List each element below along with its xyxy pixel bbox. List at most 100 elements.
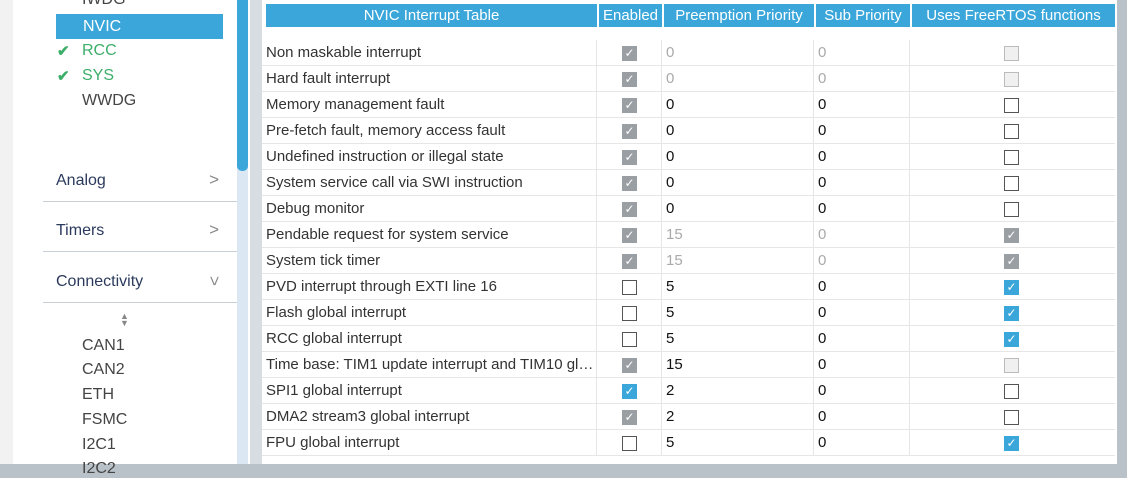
freertos-checkbox[interactable]: ✓ xyxy=(1004,228,1019,243)
freertos-checkbox[interactable]: ✓ xyxy=(1004,280,1019,295)
sub-priority[interactable]: 0 xyxy=(814,66,910,92)
sub-priority[interactable]: 0 xyxy=(814,170,910,196)
enabled-checkbox[interactable]: ✓ xyxy=(622,254,637,269)
sub-priority[interactable]: 0 xyxy=(814,118,910,144)
table-row[interactable]: SPI1 global interrupt ✓ 2 0 xyxy=(262,378,1115,404)
enabled-checkbox[interactable] xyxy=(622,332,637,347)
freertos-checkbox[interactable]: ✓ xyxy=(1004,332,1019,347)
category-timers[interactable]: Timers > xyxy=(43,220,237,252)
enabled-checkbox[interactable]: ✓ xyxy=(622,72,637,87)
header-sub-priority[interactable]: Sub Priority xyxy=(816,4,910,27)
table-row[interactable]: Time base: TIM1 update interrupt and TIM… xyxy=(262,352,1115,378)
freertos-checkbox[interactable] xyxy=(1004,202,1019,217)
header-interrupt[interactable]: NVIC Interrupt Table xyxy=(266,4,597,27)
preemption-priority[interactable]: 0 xyxy=(662,144,814,170)
sub-priority[interactable]: 0 xyxy=(814,300,910,326)
sidebar-scrollbar[interactable] xyxy=(237,0,248,464)
ip-item-rcc[interactable]: RCC xyxy=(82,42,117,59)
ip-item-can1[interactable]: CAN1 xyxy=(82,337,125,354)
enabled-checkbox[interactable]: ✓ xyxy=(622,202,637,217)
table-row[interactable]: Undefined instruction or illegal state ✓… xyxy=(262,144,1115,170)
table-row[interactable]: DMA2 stream3 global interrupt ✓ 2 0 xyxy=(262,404,1115,430)
preemption-priority[interactable]: 15 xyxy=(662,248,814,274)
sub-priority[interactable]: 0 xyxy=(814,326,910,352)
preemption-priority[interactable]: 15 xyxy=(662,352,814,378)
enabled-checkbox[interactable] xyxy=(622,436,637,451)
freertos-checkbox[interactable] xyxy=(1004,384,1019,399)
ip-item-iwdg[interactable]: IWDG xyxy=(82,0,126,9)
table-row[interactable]: System tick timer ✓ 15 0 ✓ xyxy=(262,248,1115,274)
sub-priority[interactable]: 0 xyxy=(814,274,910,300)
sub-priority[interactable]: 0 xyxy=(814,404,910,430)
header-freertos[interactable]: Uses FreeRTOS functions xyxy=(912,4,1115,27)
preemption-priority[interactable]: 0 xyxy=(662,170,814,196)
table-row[interactable]: FPU global interrupt 5 0 ✓ xyxy=(262,430,1115,456)
enabled-checkbox[interactable] xyxy=(622,280,637,295)
enabled-checkbox[interactable]: ✓ xyxy=(622,228,637,243)
scrollbar-thumb[interactable] xyxy=(237,0,248,171)
table-row[interactable]: Memory management fault ✓ 0 0 xyxy=(262,92,1115,118)
table-row[interactable]: PVD interrupt through EXTI line 16 5 0 ✓ xyxy=(262,274,1115,300)
enabled-checkbox[interactable]: ✓ xyxy=(622,358,637,373)
sub-priority[interactable]: 0 xyxy=(814,222,910,248)
header-preemption[interactable]: Preemption Priority xyxy=(664,4,814,27)
preemption-priority[interactable]: 5 xyxy=(662,274,814,300)
enabled-checkbox[interactable] xyxy=(622,306,637,321)
table-row[interactable]: Debug monitor ✓ 0 0 xyxy=(262,196,1115,222)
splitter[interactable] xyxy=(250,0,262,464)
freertos-checkbox[interactable] xyxy=(1004,72,1019,87)
freertos-checkbox[interactable] xyxy=(1004,150,1019,165)
ip-item-wwdg[interactable]: WWDG xyxy=(82,92,137,109)
preemption-priority[interactable]: 0 xyxy=(662,196,814,222)
freertos-checkbox[interactable] xyxy=(1004,124,1019,139)
table-row[interactable]: System service call via SWI instruction … xyxy=(262,170,1115,196)
sub-priority[interactable]: 0 xyxy=(814,92,910,118)
enabled-checkbox[interactable]: ✓ xyxy=(622,98,637,113)
preemption-priority[interactable]: 2 xyxy=(662,378,814,404)
freertos-checkbox[interactable] xyxy=(1004,410,1019,425)
freertos-checkbox[interactable]: ✓ xyxy=(1004,436,1019,451)
freertos-checkbox[interactable] xyxy=(1004,98,1019,113)
ip-item-i2c1[interactable]: I2C1 xyxy=(82,436,116,453)
sub-priority[interactable]: 0 xyxy=(814,352,910,378)
preemption-priority[interactable]: 0 xyxy=(662,92,814,118)
freertos-checkbox[interactable] xyxy=(1004,176,1019,191)
preemption-priority[interactable]: 5 xyxy=(662,430,814,456)
table-row[interactable]: Non maskable interrupt ✓ 0 0 xyxy=(262,40,1115,66)
table-row[interactable]: Pendable request for system service ✓ 15… xyxy=(262,222,1115,248)
enabled-checkbox[interactable]: ✓ xyxy=(622,176,637,191)
sub-priority[interactable]: 0 xyxy=(814,40,910,66)
sub-priority[interactable]: 0 xyxy=(814,378,910,404)
ip-item-i2c2[interactable]: I2C2 xyxy=(82,460,116,477)
ip-item-nvic[interactable]: NVIC xyxy=(56,14,223,39)
enabled-checkbox[interactable]: ✓ xyxy=(622,410,637,425)
ip-item-eth[interactable]: ETH xyxy=(82,386,114,403)
enabled-checkbox[interactable]: ✓ xyxy=(622,124,637,139)
freertos-checkbox[interactable] xyxy=(1004,358,1019,373)
ip-item-fsmc[interactable]: FSMC xyxy=(82,411,128,428)
preemption-priority[interactable]: 0 xyxy=(662,66,814,92)
category-connectivity[interactable]: Connectivity > xyxy=(43,273,237,303)
preemption-priority[interactable]: 0 xyxy=(662,118,814,144)
header-enabled[interactable]: Enabled xyxy=(599,4,662,27)
sort-arrows-icon[interactable]: ▲ ▼ xyxy=(120,311,129,328)
freertos-checkbox[interactable]: ✓ xyxy=(1004,254,1019,269)
table-row[interactable]: RCC global interrupt 5 0 ✓ xyxy=(262,326,1115,352)
enabled-checkbox[interactable]: ✓ xyxy=(622,150,637,165)
table-row[interactable]: Hard fault interrupt ✓ 0 0 xyxy=(262,66,1115,92)
ip-item-sys[interactable]: SYS xyxy=(82,67,115,84)
sub-priority[interactable]: 0 xyxy=(814,144,910,170)
preemption-priority[interactable]: 15 xyxy=(662,222,814,248)
preemption-priority[interactable]: 2 xyxy=(662,404,814,430)
sub-priority[interactable]: 0 xyxy=(814,196,910,222)
freertos-checkbox[interactable] xyxy=(1004,46,1019,61)
ip-item-can2[interactable]: CAN2 xyxy=(82,361,125,378)
freertos-checkbox[interactable]: ✓ xyxy=(1004,306,1019,321)
category-analog[interactable]: Analog > xyxy=(43,170,237,202)
sub-priority[interactable]: 0 xyxy=(814,248,910,274)
enabled-checkbox[interactable]: ✓ xyxy=(622,46,637,61)
preemption-priority[interactable]: 0 xyxy=(662,40,814,66)
table-row[interactable]: Flash global interrupt 5 0 ✓ xyxy=(262,300,1115,326)
sub-priority[interactable]: 0 xyxy=(814,430,910,456)
preemption-priority[interactable]: 5 xyxy=(662,300,814,326)
